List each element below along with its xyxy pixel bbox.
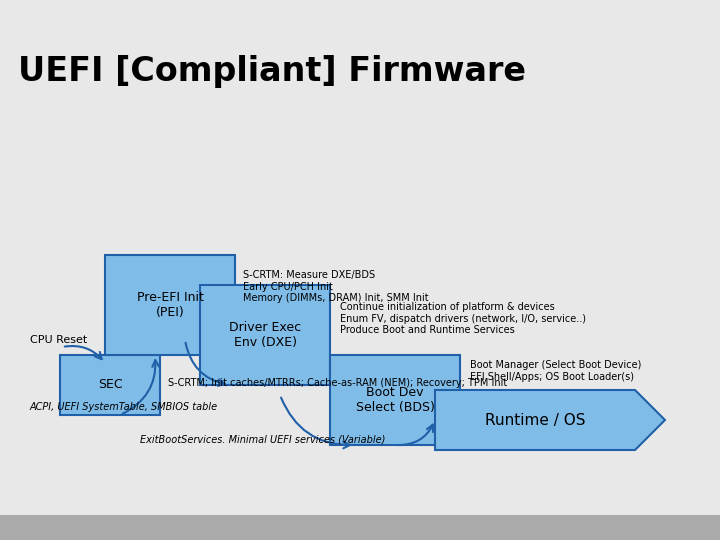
- Bar: [200, 285, 330, 385]
- Text: Pre-EFI Init
(PEI): Pre-EFI Init (PEI): [137, 291, 204, 319]
- Bar: [330, 355, 460, 445]
- Bar: [0, 515, 720, 540]
- Text: CPU Reset: CPU Reset: [30, 335, 87, 345]
- Text: Boot Manager (Select Boot Device)
EFI Shell/Apps; OS Boot Loader(s): Boot Manager (Select Boot Device) EFI Sh…: [470, 360, 642, 382]
- Text: Boot Dev
Select (BDS): Boot Dev Select (BDS): [356, 386, 434, 414]
- Text: Continue initialization of platform & devices
Enum FV, dispatch drivers (network: Continue initialization of platform & de…: [340, 302, 586, 335]
- Polygon shape: [435, 390, 665, 450]
- Text: S-CRTM: Measure DXE/BDS
Early CPU/PCH Init
Memory (DIMMs, DRAM) Init, SMM Init: S-CRTM: Measure DXE/BDS Early CPU/PCH In…: [243, 270, 428, 303]
- Text: ExitBootServices. Minimal UEFI services (Variable): ExitBootServices. Minimal UEFI services …: [140, 434, 385, 444]
- Text: S-CRTM; Init caches/MTRRs; Cache-as-RAM (NEM); Recovery; TPM Init: S-CRTM; Init caches/MTRRs; Cache-as-RAM …: [168, 378, 508, 388]
- Bar: [105, 255, 235, 355]
- Text: ACPI, UEFI SystemTable, SMBIOS table: ACPI, UEFI SystemTable, SMBIOS table: [30, 402, 218, 412]
- Text: UEFI [Compliant] Firmware: UEFI [Compliant] Firmware: [18, 55, 526, 88]
- Bar: [60, 355, 160, 415]
- Text: Driver Exec
Env (DXE): Driver Exec Env (DXE): [229, 321, 301, 349]
- Text: SEC: SEC: [98, 379, 122, 392]
- Text: Runtime / OS: Runtime / OS: [485, 413, 585, 428]
